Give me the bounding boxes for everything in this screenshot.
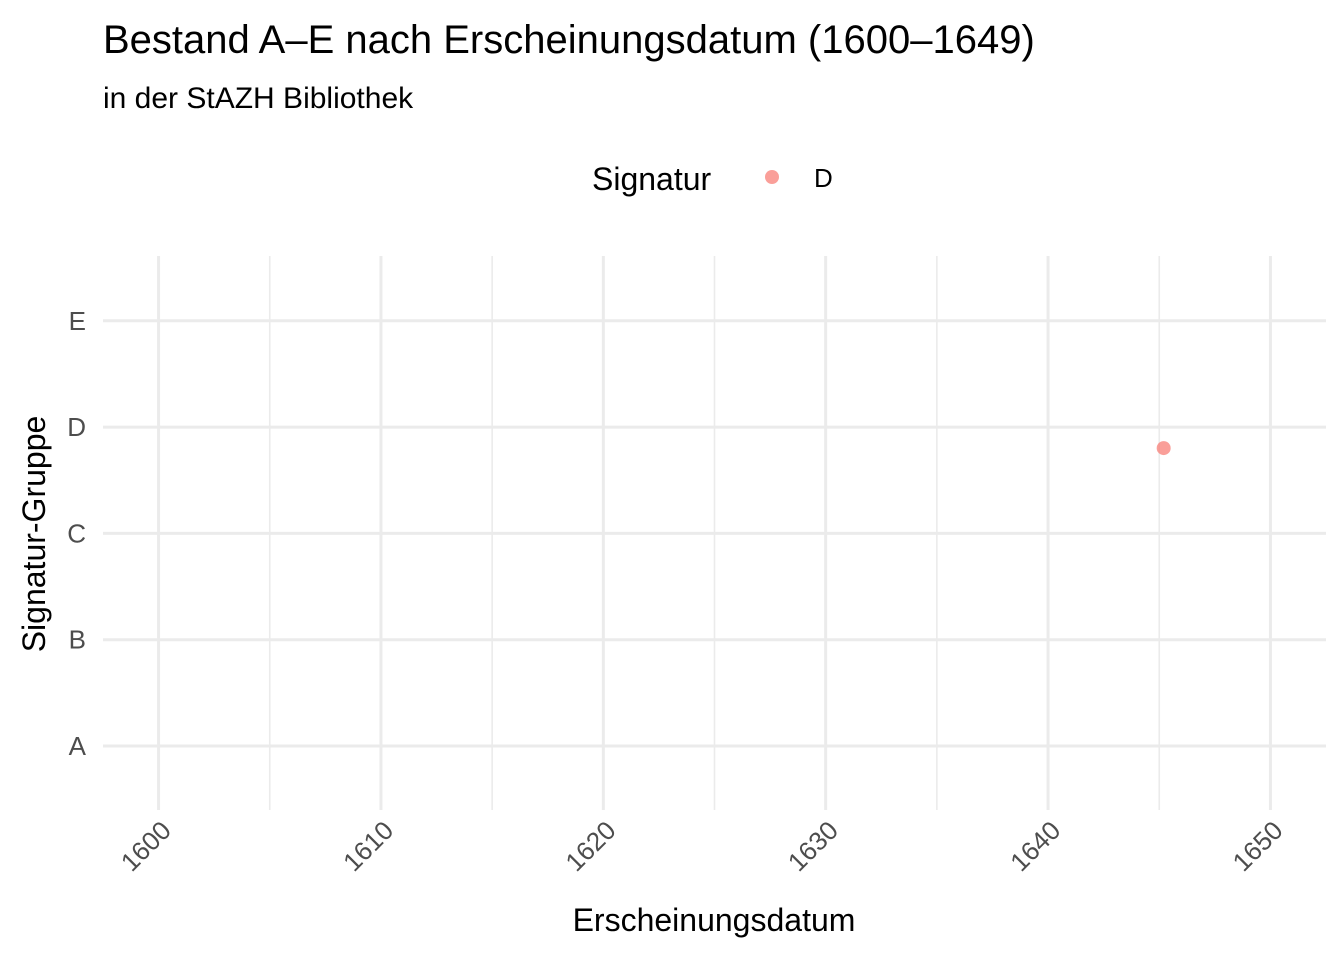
legend-title: Signatur — [592, 161, 712, 197]
y-tick-label-c: C — [67, 518, 86, 548]
x-tick-label-1620: 1620 — [559, 815, 621, 877]
y-tick-label-e: E — [69, 306, 86, 336]
x-axis-title: Erscheinungsdatum — [573, 902, 856, 938]
legend-key-d — [765, 170, 779, 184]
data-point-d — [1156, 441, 1171, 456]
points-layer — [1156, 441, 1171, 456]
legend: Signatur D — [592, 161, 833, 197]
x-axis-ticks: 1600 1610 1620 1630 1640 1650 — [115, 815, 1289, 877]
plot-panel — [103, 256, 1326, 810]
chart-title: Bestand A–E nach Erscheinungsdatum (1600… — [103, 18, 1035, 62]
x-tick-label-1650: 1650 — [1227, 815, 1289, 877]
grid-layer — [103, 256, 1326, 810]
y-tick-label-d: D — [67, 412, 86, 442]
x-tick-label-1630: 1630 — [782, 815, 844, 877]
y-axis-title: Signatur-Gruppe — [16, 416, 52, 653]
x-tick-label-1610: 1610 — [337, 815, 399, 877]
y-tick-label-b: B — [69, 625, 86, 655]
x-tick-label-1640: 1640 — [1004, 815, 1066, 877]
y-tick-label-a: A — [69, 731, 87, 761]
y-axis-ticks: A B C D E — [67, 306, 86, 761]
x-tick-label-1600: 1600 — [115, 815, 177, 877]
chart-subtitle: in der StAZH Bibliothek — [103, 82, 414, 115]
legend-label-d: D — [814, 163, 833, 193]
